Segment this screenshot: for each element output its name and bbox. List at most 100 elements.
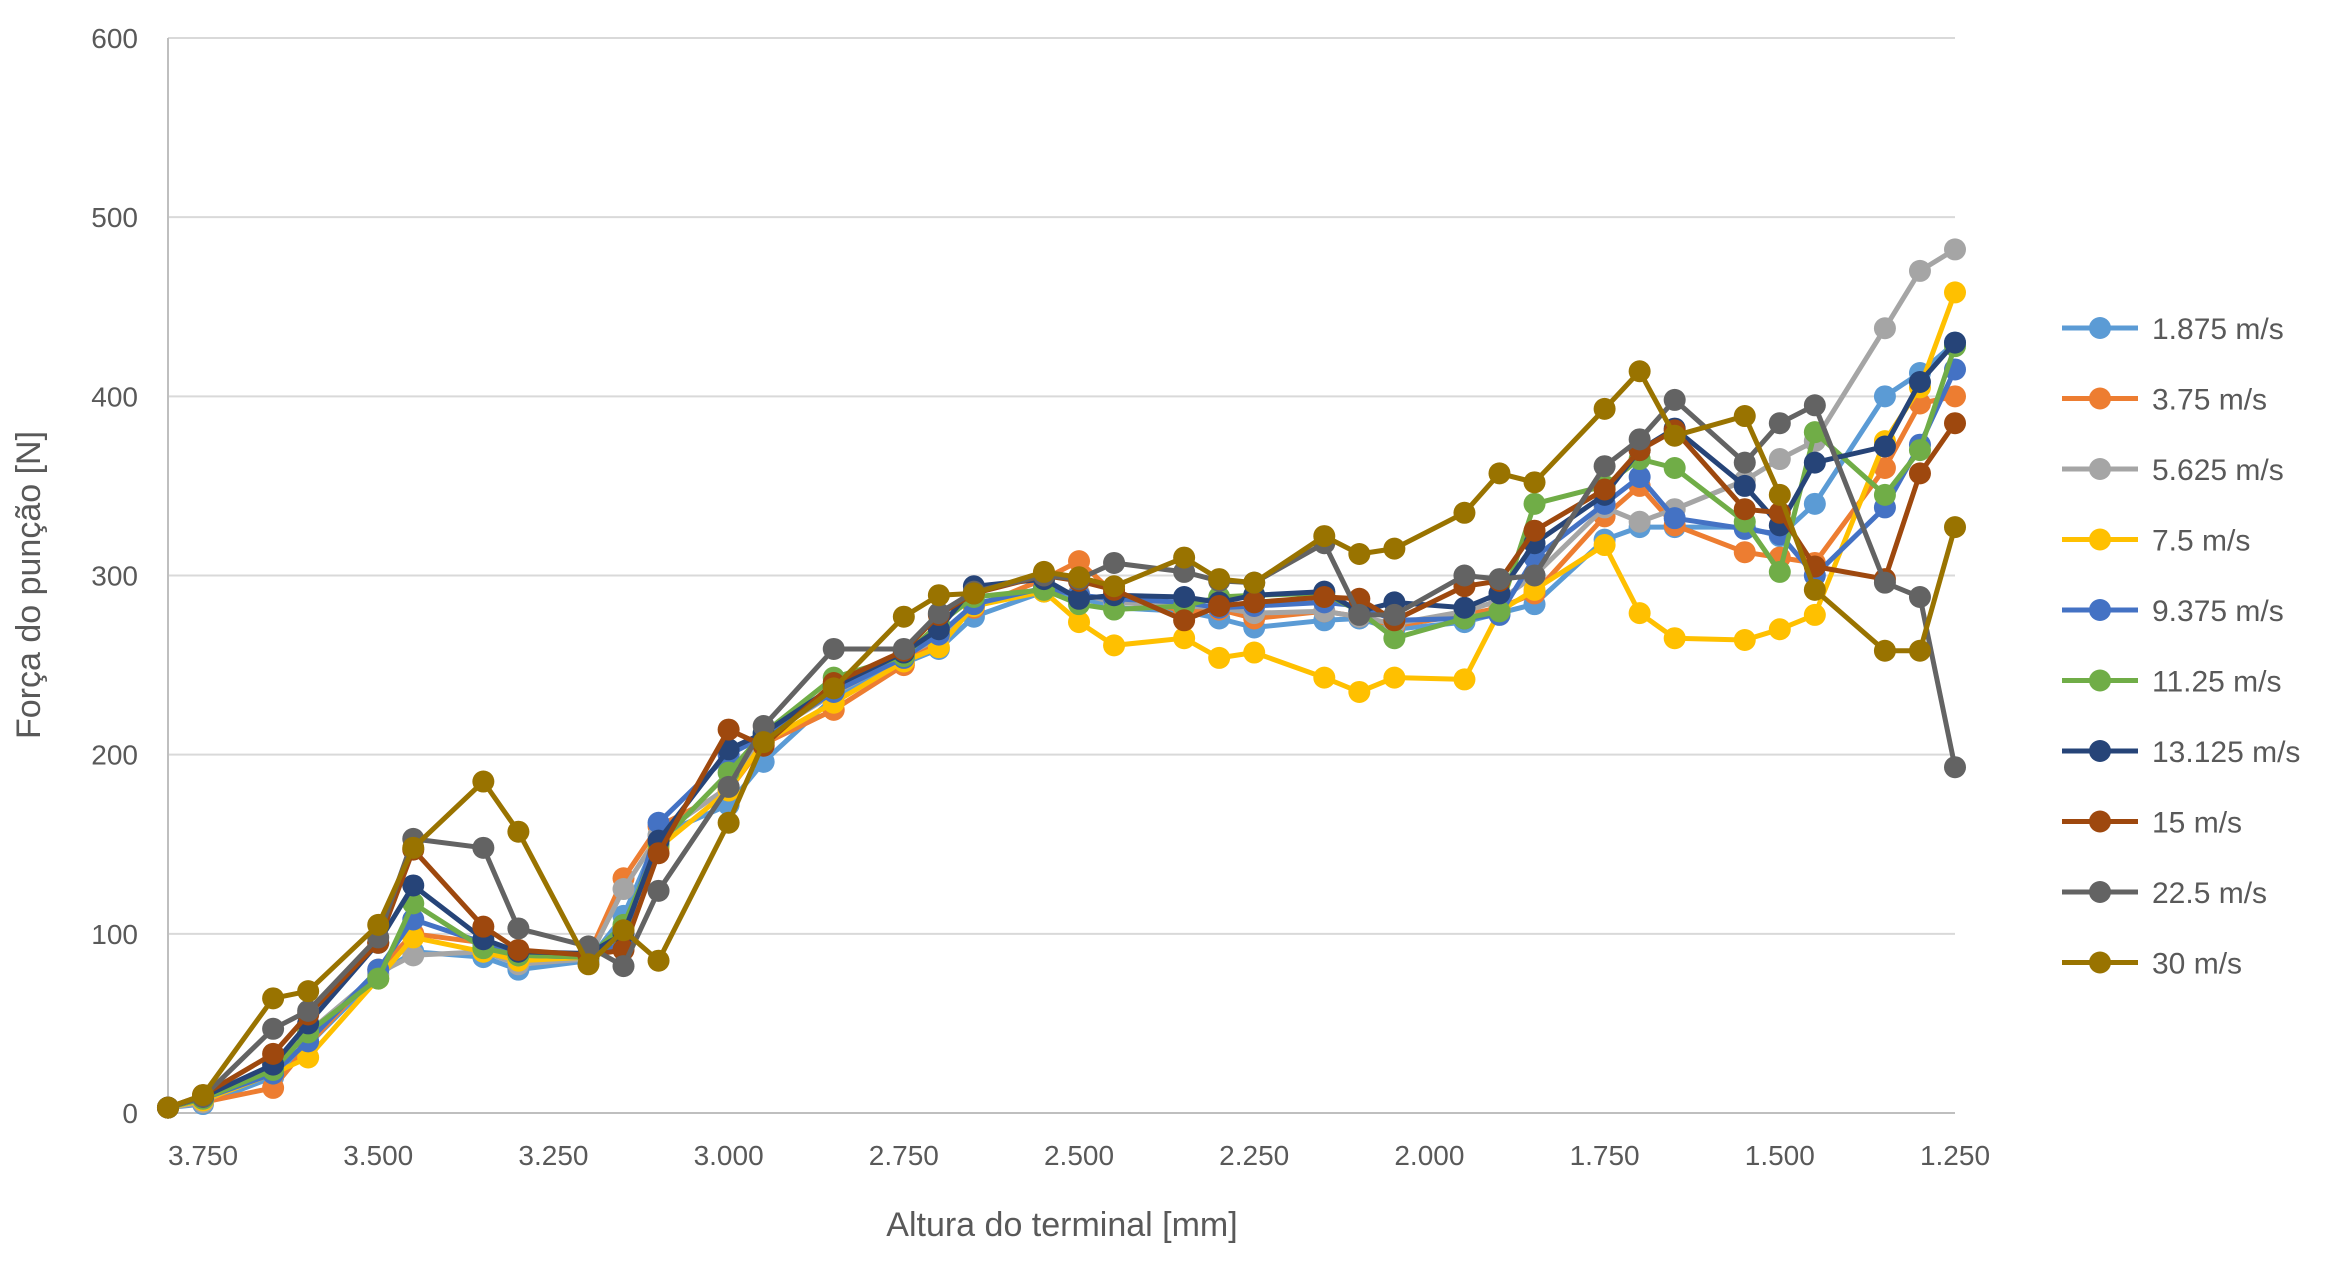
x-tick-label: 2.500 [1044, 1140, 1114, 1171]
series-3 [157, 281, 1966, 1119]
data-point [1944, 238, 1966, 261]
data-point [1173, 627, 1196, 650]
data-point [1068, 566, 1091, 589]
data-point [1593, 478, 1616, 501]
data-point [262, 1017, 285, 1040]
data-point [472, 836, 495, 859]
data-point [647, 811, 670, 834]
legend-item: 7.5 m/s [2062, 525, 2250, 558]
legend-item: 5.625 m/s [2062, 454, 2284, 487]
data-point [192, 1084, 215, 1107]
data-point [402, 836, 425, 859]
data-point [1803, 394, 1826, 417]
data-point [1488, 568, 1511, 591]
data-point [1628, 602, 1651, 625]
data-point [1628, 465, 1651, 488]
data-point [1803, 421, 1826, 444]
data-point [1803, 578, 1826, 601]
y-tick-label: 400 [91, 381, 138, 412]
data-point [717, 718, 740, 741]
legend: 1.875 m/s 3.75 m/s 5.625 m/s 7.5 m/s 9.375 m… [2062, 313, 2300, 981]
y-tick-label: 500 [91, 202, 138, 233]
data-point [1944, 281, 1966, 304]
data-point [1944, 385, 1966, 408]
legend-item: 22.5 m/s [2062, 877, 2267, 910]
x-tick-label: 1.500 [1745, 1140, 1815, 1171]
series-line [167, 247, 1957, 1111]
data-point [1873, 639, 1896, 662]
data-point [1908, 639, 1931, 662]
data-point [1313, 666, 1336, 689]
series-1 [157, 385, 1966, 1119]
data-point [1803, 603, 1826, 626]
data-point [367, 913, 390, 936]
data-point [1243, 591, 1266, 614]
x-tick-label: 1.750 [1570, 1140, 1640, 1171]
legend-swatch-marker [2089, 740, 2111, 762]
data-point [1348, 680, 1371, 703]
legend-label: 9.375 m/s [2152, 595, 2284, 628]
data-point [1663, 507, 1686, 530]
data-point [507, 938, 530, 961]
data-point [1523, 492, 1546, 515]
data-point [507, 917, 530, 940]
data-point [1453, 596, 1476, 619]
data-point [647, 842, 670, 865]
y-tick-label: 0 [122, 1098, 138, 1129]
data-point [1803, 451, 1826, 474]
data-point [1628, 360, 1651, 383]
legend-swatch-marker [2089, 599, 2111, 621]
x-tick-label: 3.000 [694, 1140, 764, 1171]
data-point [647, 879, 670, 902]
legend-swatch-marker [2089, 458, 2111, 480]
data-point [1944, 516, 1966, 539]
data-point [1768, 412, 1791, 435]
data-point [892, 637, 915, 660]
data-point [1523, 564, 1546, 587]
legend-item: 13.125 m/s [2062, 736, 2300, 769]
data-point [1208, 594, 1231, 617]
data-point [1383, 627, 1406, 650]
data-point [1243, 571, 1266, 594]
data-point [1908, 259, 1931, 282]
data-point [1873, 483, 1896, 506]
series-2 [157, 238, 1966, 1119]
legend-item: 15 m/s [2062, 807, 2242, 840]
data-point [1173, 609, 1196, 632]
data-point [1663, 627, 1686, 650]
data-point [1873, 457, 1896, 479]
grid-lines [168, 37, 1955, 935]
series-group [157, 238, 1966, 1119]
data-point [1628, 428, 1651, 451]
data-point [1944, 331, 1966, 354]
data-point [1803, 492, 1826, 515]
y-tick-label: 600 [91, 23, 138, 54]
legend-label: 30 m/s [2152, 948, 2242, 981]
y-tick-label: 200 [91, 740, 138, 771]
axes [167, 38, 1955, 1114]
data-point [1873, 571, 1896, 594]
data-point [1453, 564, 1476, 587]
data-point [1873, 317, 1896, 340]
data-point [612, 878, 635, 901]
data-point [1032, 560, 1055, 583]
data-point [1733, 629, 1756, 651]
y-tick-label: 300 [91, 561, 138, 592]
x-tick-label: 2.000 [1394, 1140, 1464, 1171]
legend-swatch-marker [2089, 528, 2111, 551]
data-point [752, 715, 775, 737]
legend-swatch-marker [2089, 317, 2111, 339]
data-point [1103, 551, 1126, 574]
data-point [297, 999, 320, 1022]
data-point [1453, 668, 1476, 691]
data-point [1068, 611, 1091, 634]
legend-item: 11.25 m/s [2062, 666, 2282, 699]
x-tick-label: 3.500 [343, 1140, 413, 1171]
data-point [717, 811, 740, 834]
data-point [1173, 546, 1196, 569]
data-point [472, 770, 495, 793]
series-line [167, 340, 1957, 1111]
data-point [1873, 435, 1896, 458]
data-point [1348, 603, 1371, 626]
x-tick-label: 2.750 [869, 1140, 939, 1171]
